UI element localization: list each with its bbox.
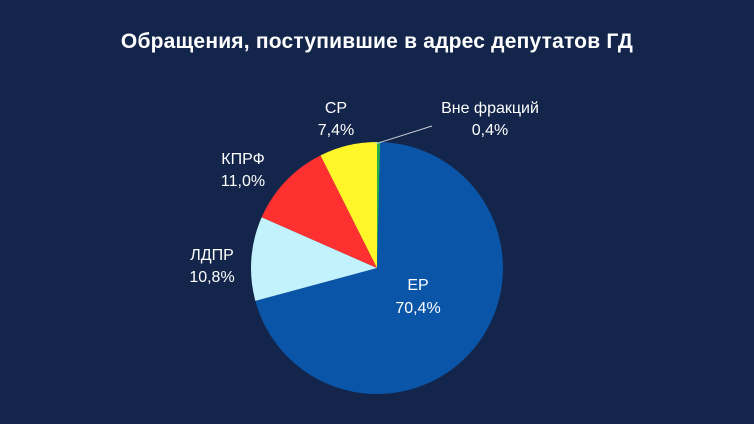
slice-label-4: Вне фракций bbox=[441, 100, 539, 117]
slice-label-0: ЕР bbox=[407, 277, 428, 294]
slice-value-label-2: 11,0% bbox=[221, 173, 265, 190]
slice-value-label-4: 0,4% bbox=[472, 122, 508, 139]
pie-slice-4 bbox=[377, 142, 381, 268]
slice-value-label-3: 7,4% bbox=[318, 122, 354, 139]
pie-slice-1 bbox=[250, 217, 377, 301]
slice-label-2: КПРФ bbox=[221, 151, 264, 168]
leader-line-vne-fraktsiy bbox=[374, 125, 433, 145]
slice-label-1: ЛДПР bbox=[190, 247, 234, 264]
pie-slice-0 bbox=[255, 142, 503, 394]
pie-slices bbox=[250, 142, 503, 394]
slice-label-3: СР bbox=[325, 100, 347, 117]
chart-title: Обращения, поступившие в адрес депутатов… bbox=[120, 30, 634, 53]
pie-slice-3 bbox=[320, 142, 377, 268]
slice-value-label-1: 10,8% bbox=[189, 269, 234, 286]
pie-slice-2 bbox=[261, 155, 377, 268]
slice-value-label-0: 70,4% bbox=[395, 300, 440, 317]
slice-labels: ЕР 70,4% ЛДПР 10,8% КПРФ 11,0% СР 7,4% Вне фракц… bbox=[189, 100, 539, 317]
